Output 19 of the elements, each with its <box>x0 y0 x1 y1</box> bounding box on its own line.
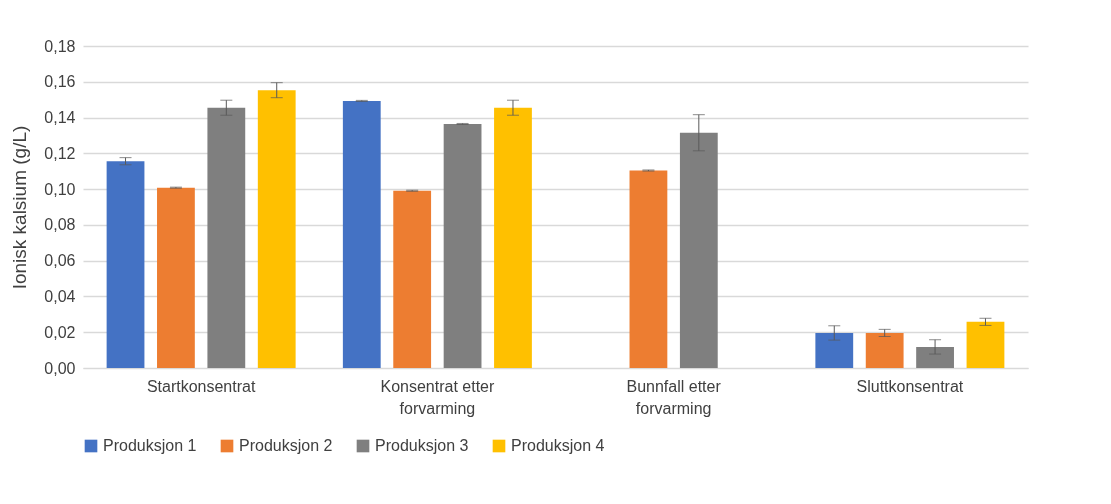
x-tick-label: Bunnfall etter forvarming <box>626 377 722 417</box>
y-tick-label: 0,02 <box>44 323 76 341</box>
y-tick-label: 0,04 <box>44 287 76 305</box>
y-tick-label: 0,06 <box>44 252 76 270</box>
legend-label: Produksjon 4 <box>511 437 605 454</box>
x-tick-label: Konsentrat etter forvarming <box>380 377 495 417</box>
legend-label: Produksjon 1 <box>103 437 197 454</box>
y-tick-label: 0,08 <box>44 216 76 234</box>
legend-label: Produksjon 3 <box>375 437 469 454</box>
x-tick-label: Sluttkonsentrat <box>856 377 964 395</box>
legend-label: Produksjon 2 <box>239 437 333 454</box>
y-tick-label: 0,00 <box>44 359 76 377</box>
y-tick-label: 0,12 <box>44 144 76 162</box>
y-tick-label: 0,16 <box>44 73 76 91</box>
y-tick-label: 0,14 <box>44 109 76 127</box>
y-tick-label: 0,18 <box>44 37 76 55</box>
y-axis-title: Ionisk kalsium (g/L) <box>9 125 31 290</box>
x-tick-label: Startkonsentrat <box>146 377 256 395</box>
y-tick-label: 0,10 <box>44 180 76 198</box>
